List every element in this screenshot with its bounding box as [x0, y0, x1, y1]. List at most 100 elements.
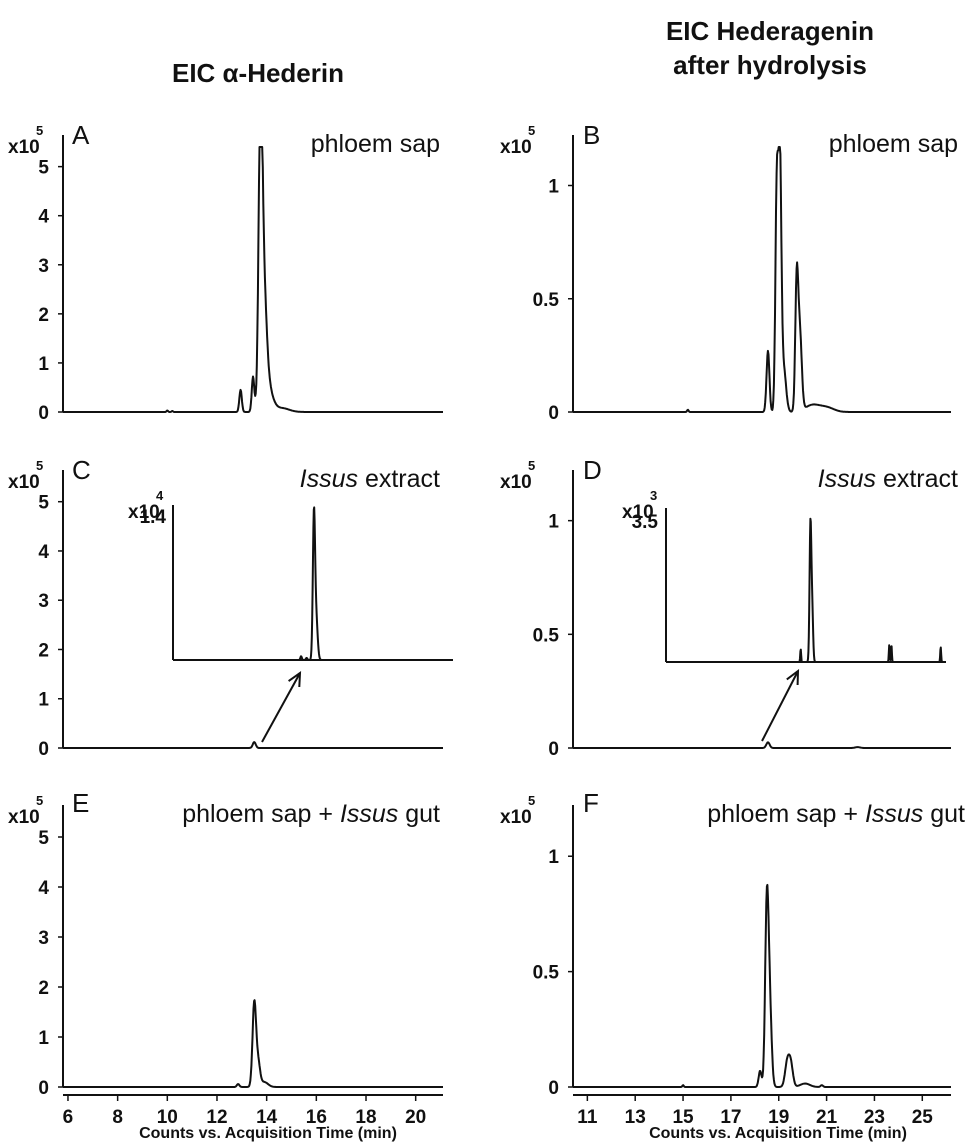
panel-d-inset-zoom-arrowhead [786, 668, 800, 686]
panel-a-trace [62, 146, 444, 413]
panel-f-x-tick-label: 19 [768, 1107, 789, 1128]
panel-c-y-tick-label: 2 [38, 640, 49, 661]
panel-d-scale-exponent: 5 [528, 458, 535, 473]
panel-b-scale-exponent: 5 [528, 123, 535, 138]
panel-f-y-tick-label: 0 [548, 1078, 559, 1099]
panel-d-inset-trace [665, 517, 947, 663]
panel-e-sample-label-part: phloem sap + [182, 800, 340, 828]
panel-e-trace [62, 999, 444, 1088]
panel-e-x-tick-label: 8 [112, 1107, 123, 1128]
panel-c-y-tick-label: 0 [38, 739, 49, 760]
panel-a-letter: A [72, 120, 90, 150]
panel-a-y-tick-label: 3 [38, 256, 49, 277]
panel-c-scale-base: x10 [8, 472, 40, 493]
panel-c-sample-label-part: extract [358, 465, 440, 493]
panel-e-sample-label-part: Issus [340, 800, 398, 828]
panel-c-sample-label: Issus extract [300, 465, 440, 493]
panel-e-y-tick-label: 5 [38, 828, 49, 849]
panel-a-sample-label-part: phloem sap [311, 130, 440, 158]
panel-e-x-tick-label: 6 [63, 1107, 74, 1128]
panel-f-sample-label-part: gut [923, 800, 965, 828]
panel-f-x-tick-label: 21 [816, 1107, 838, 1128]
panel-c-y-tick-label: 5 [38, 493, 49, 514]
panel-d-y-tick-label: 0.5 [533, 625, 560, 646]
panel-b-letter: B [583, 120, 600, 150]
panel-d-sample-label: Issus extract [818, 465, 958, 493]
panel-d-trace [572, 741, 952, 749]
panel-b-y-tick-label: 1 [548, 177, 559, 198]
panel-a-y-tick-label: 0 [38, 403, 49, 424]
panel-c-inset-zoom-arrowhead [288, 670, 302, 688]
panel-f-scale-base: x10 [500, 807, 532, 828]
panel-e-x-tick-label: 18 [355, 1107, 376, 1128]
panel-f-x-tick-label: 17 [720, 1107, 741, 1128]
panel-b-sample-label-part: phloem sap [829, 130, 958, 158]
panel-e-y-tick-label: 4 [38, 878, 49, 899]
panel-d-inset-y-top-label: 3.5 [632, 512, 659, 533]
panel-e-scale-base: x10 [8, 807, 40, 828]
panel-b-y-tick-label: 0 [548, 403, 559, 424]
panel-f-sample-label-part: Issus [865, 800, 923, 828]
column-title-right-line2: after hydrolysis [673, 50, 867, 80]
panel-e-y-tick-label: 1 [38, 1028, 49, 1049]
panel-e-y-tick-label: 2 [38, 978, 49, 999]
panel-c-scale-exponent: 5 [36, 458, 43, 473]
panel-f-x-tick-label: 13 [625, 1107, 646, 1128]
panel-b-y-tick-label: 0.5 [533, 290, 560, 311]
panel-f-x-tick-label: 23 [864, 1107, 885, 1128]
panel-e-letter: E [72, 788, 89, 818]
panel-f-scale-exponent: 5 [528, 793, 535, 808]
panel-d-sample-label-part: extract [876, 465, 958, 493]
panel-c-inset-y-top-label: 1.4 [140, 507, 167, 528]
panel-b-scale-base: x10 [500, 137, 532, 158]
column-title-right-line1: EIC Hederagenin [666, 16, 874, 46]
panel-c-y-tick-label: 4 [38, 542, 49, 563]
panel-a-sample-label: phloem sap [311, 130, 440, 158]
panel-e-scale-exponent: 5 [36, 793, 43, 808]
panel-a-scale-exponent: 5 [36, 123, 43, 138]
panel-e-y-tick-label: 0 [38, 1078, 49, 1099]
x-axis-title-right: Counts vs. Acquisition Time (min) [649, 1125, 907, 1142]
panel-e-x-tick-label: 20 [405, 1107, 426, 1128]
panel-c-y-tick-label: 1 [38, 690, 49, 711]
panel-f-y-tick-label: 1 [548, 847, 559, 868]
panel-a-y-tick-label: 4 [38, 207, 49, 228]
panel-e-sample-label-part: gut [398, 800, 440, 828]
panel-b-sample-label: phloem sap [829, 130, 958, 158]
panel-a-y-tick-label: 1 [38, 354, 49, 375]
panel-c-inset-scale-base: x10 [128, 502, 160, 523]
panel-e-x-tick-label: 16 [306, 1107, 327, 1128]
panel-f-x-tick-label: 15 [672, 1107, 694, 1128]
panel-b-trace [572, 146, 952, 413]
column-title-left: EIC α-Hederin [172, 58, 344, 88]
panel-f-x-tick-label: 25 [912, 1107, 934, 1128]
panel-c-y-tick-label: 3 [38, 591, 49, 612]
panel-e-x-tick-label: 14 [256, 1107, 278, 1128]
panel-d-inset-zoom-arrow [761, 670, 799, 742]
panel-c-trace [62, 741, 444, 749]
panel-c-inset-trace [172, 506, 454, 661]
panel-d-inset-scale-base: x10 [622, 502, 654, 523]
panel-a-y-tick-label: 5 [38, 158, 49, 179]
panel-f-sample-label: phloem sap + Issus gut [707, 800, 965, 828]
panel-d-sample-label-part: Issus [818, 465, 876, 493]
panel-c-inset-zoom-arrow [261, 672, 301, 743]
panel-e-x-tick-label: 12 [206, 1107, 227, 1128]
panel-d-scale-base: x10 [500, 472, 532, 493]
panel-f-letter: F [583, 788, 599, 818]
